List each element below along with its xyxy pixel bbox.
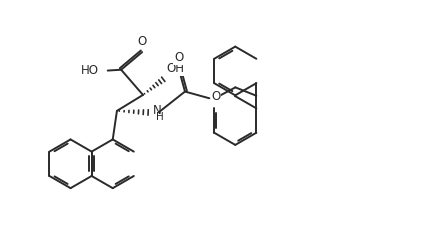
Text: N: N [153,104,162,117]
Text: O: O [174,51,183,64]
Text: O: O [138,35,147,48]
Text: O: O [211,90,221,103]
Text: HO: HO [81,64,99,77]
Text: OH: OH [167,62,184,75]
Text: H: H [156,112,164,122]
